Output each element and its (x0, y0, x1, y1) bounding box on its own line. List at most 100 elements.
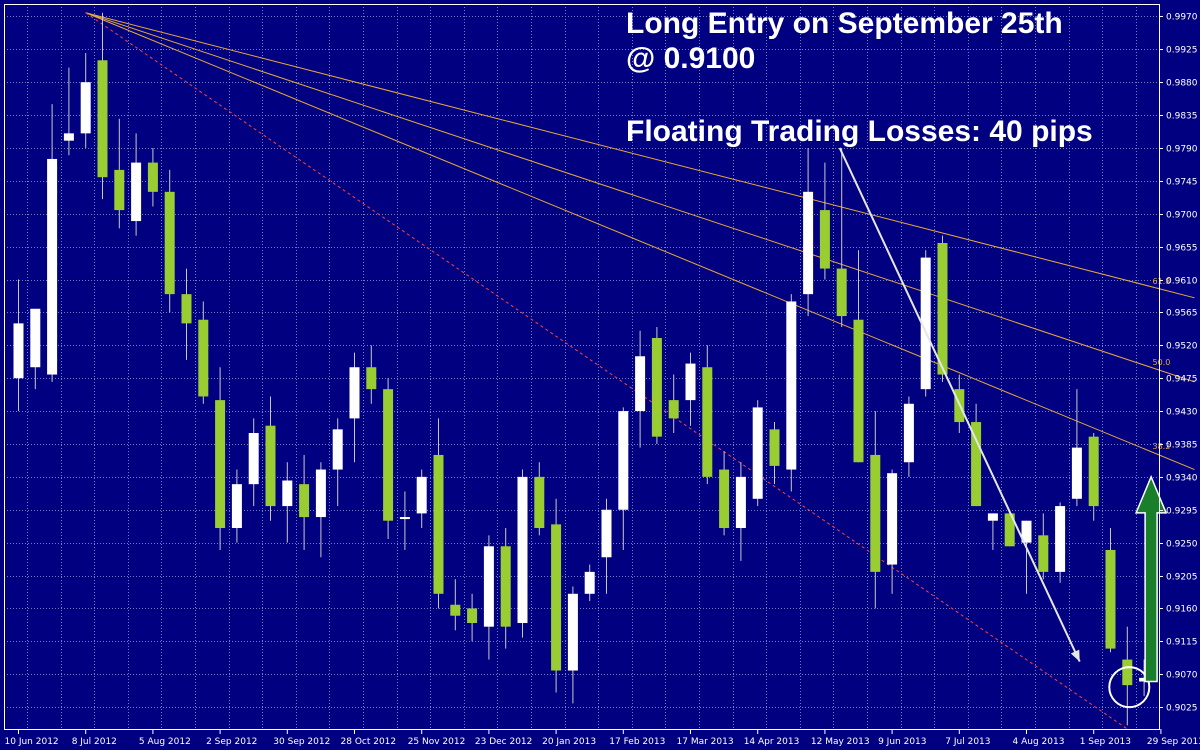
entry-annotation: Long Entry on September 25th @ 0.9100 (626, 6, 1063, 76)
axes: 0.9970 0.9925 0.9880 0.9835 0.9790 0.9745 0.97… (4, 4, 1200, 747)
losses-annotation: Floating Trading Losses: 40 pips (626, 115, 1093, 148)
entry-arrow (1134, 474, 1168, 683)
x-tick-label: 5 Aug 2012 (139, 737, 191, 747)
candle-body (1122, 659, 1133, 686)
candle-body (819, 210, 830, 269)
x-tick-label: 28 Oct 2012 (341, 737, 397, 747)
y-tick-label: 0.9430 (1166, 408, 1198, 418)
y-tick-label: 0.9880 (1166, 79, 1198, 89)
x-tick-label: 14 Apr 2013 (744, 737, 800, 747)
y-tick-label: 0.9790 (1166, 145, 1198, 155)
y-tick-label: 0.9250 (1166, 540, 1198, 550)
y-tick-label: 0.9070 (1166, 671, 1198, 681)
candle-body (13, 323, 24, 379)
x-tick-label: 4 Aug 2013 (1013, 737, 1065, 747)
candle-body (1088, 436, 1099, 507)
candle-body (399, 517, 410, 520)
y-tick-label: 0.9610 (1166, 277, 1198, 287)
candle-body (1038, 535, 1049, 572)
candle-body (332, 429, 343, 470)
candle-body (30, 308, 41, 368)
candle-body (517, 476, 528, 624)
candle-body (987, 513, 998, 521)
y-tick-label: 0.9970 (1166, 13, 1198, 23)
candle-body (887, 473, 898, 565)
x-tick-label: 7 Jul 2013 (945, 737, 990, 747)
candle-body (164, 191, 175, 295)
y-tick-label: 0.9520 (1166, 342, 1198, 352)
candle-body (937, 242, 948, 375)
candle-body (450, 604, 461, 616)
candle-body (803, 191, 814, 295)
candle-body (47, 158, 58, 375)
y-tick-label: 0.9700 (1166, 211, 1198, 221)
grid (4, 4, 1159, 729)
candle-body (231, 484, 242, 529)
candle-body (719, 469, 730, 529)
fib-fan-label: 38.2 (1153, 442, 1171, 451)
candle-body (416, 476, 427, 514)
candle-body (1004, 513, 1015, 547)
y-tick-label: 0.9745 (1166, 178, 1198, 188)
candle-body (920, 257, 931, 390)
x-tick-label: 8 Jul 2012 (72, 737, 117, 747)
y-tick-label: 0.9385 (1166, 441, 1198, 451)
y-tick-label: 0.9655 (1166, 244, 1198, 254)
candle-body (668, 400, 679, 419)
fib-fan-line (85, 12, 1195, 471)
trend-line (85, 12, 1128, 730)
candle-body (769, 429, 780, 466)
candle-body (131, 162, 142, 222)
fibonacci-fan: 61.8 50.0 38.2 (85, 12, 1195, 730)
y-tick-label: 0.9565 (1166, 309, 1198, 319)
candle-body (853, 319, 864, 463)
candle-body (299, 484, 310, 518)
candle-body (80, 82, 91, 134)
candle-body (618, 411, 629, 510)
y-tick-label: 0.9835 (1166, 112, 1198, 122)
x-tick-label: 30 Sep 2012 (273, 737, 330, 747)
candle-body (467, 608, 478, 624)
fib-fan-label: 50.0 (1153, 358, 1171, 367)
x-tick-label: 23 Dec 2012 (475, 737, 533, 747)
x-tick-label: 2 Sep 2012 (206, 737, 257, 747)
y-tick-label: 0.9295 (1166, 507, 1198, 517)
candle-body (63, 133, 74, 141)
candle-body (1021, 520, 1032, 543)
candle-body (903, 403, 914, 463)
candle-body (1139, 677, 1150, 682)
candle-body (1105, 549, 1116, 649)
plot-border (4, 4, 1160, 730)
x-tick-label: 20 Jan 2013 (542, 737, 596, 747)
x-tick-label: 29 Sep 2013 (1147, 737, 1200, 747)
candle-body (198, 319, 209, 397)
candle-body (483, 546, 494, 627)
entry-annotation-line2: @ 0.9100 (626, 42, 756, 75)
x-tick-label: 9 Jun 2013 (878, 737, 926, 747)
y-tick-label: 0.9340 (1166, 474, 1198, 484)
candle-body (366, 367, 377, 390)
y-tick-label: 0.9025 (1166, 704, 1198, 714)
fib-fan-line (85, 12, 1195, 383)
candle-body (635, 356, 646, 412)
candle-body (870, 454, 881, 572)
candle-body (1055, 506, 1066, 572)
candle-body (1071, 447, 1082, 499)
candle-body (971, 422, 982, 507)
entry-annotation-line1: Long Entry on September 25th (626, 7, 1063, 40)
candle-body (685, 363, 696, 401)
x-tick-label: 10 Jun 2012 (5, 737, 59, 747)
candle-body (651, 337, 662, 437)
entry-marker-circle (1108, 666, 1151, 709)
y-tick-label: 0.9475 (1166, 375, 1198, 385)
y-tick-label: 0.9925 (1166, 46, 1198, 56)
candle-body (383, 389, 394, 521)
annotation-overlay (838, 147, 1168, 709)
y-tick-label: 0.9205 (1166, 573, 1198, 583)
candle-body (567, 593, 578, 671)
x-tick-label: 17 Mar 2013 (677, 737, 734, 747)
x-tick-label: 12 May 2013 (811, 737, 870, 747)
x-tick-label: 25 Nov 2012 (408, 737, 466, 747)
losses-pointer-arrowhead (1070, 649, 1080, 662)
